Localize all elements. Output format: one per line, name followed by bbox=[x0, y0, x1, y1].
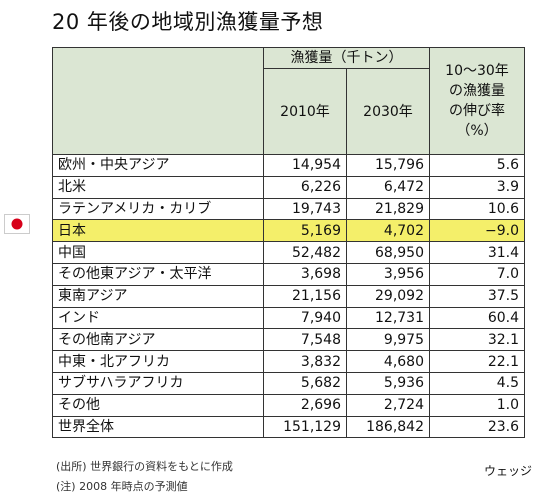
table-row: ラテンアメリカ・カリブ 19,743 21,829 10.6 bbox=[52, 197, 525, 221]
table-body: 欧州・中央アジア 14,954 15,796 5.6 北米 6,226 6,472 3.9 ラテ… bbox=[52, 154, 525, 439]
value-cell: 9,975 bbox=[346, 328, 430, 352]
value-cell: 4,680 bbox=[346, 350, 430, 373]
region-cell: サブサハラアフリカ bbox=[52, 371, 264, 395]
title: 20 年後の地域別漁獲量予想 bbox=[52, 10, 324, 34]
value-cell: 19,743 bbox=[263, 197, 347, 221]
table-row: 北米 6,226 6,472 3.9 bbox=[52, 175, 525, 199]
region-cell: 世界全体 bbox=[52, 415, 264, 439]
footnote: (注) 2008 年時点の予測値 bbox=[56, 480, 188, 493]
region-cell: 欧州・中央アジア bbox=[52, 154, 264, 177]
value-cell: 3.9 bbox=[429, 175, 525, 199]
year-header: 2030年 bbox=[346, 68, 430, 155]
value-cell: 6,472 bbox=[346, 175, 430, 199]
value-cell: 37.5 bbox=[429, 284, 525, 308]
growth-header-line: （%） bbox=[456, 123, 498, 139]
value-cell: 7.0 bbox=[429, 262, 525, 286]
value-cell: 5,682 bbox=[263, 371, 347, 395]
table-row: サブサハラアフリカ 5,682 5,936 4.5 bbox=[52, 371, 525, 395]
value-cell: 31.4 bbox=[429, 241, 525, 264]
value-cell: 3,698 bbox=[263, 262, 347, 286]
value-cell: 52,482 bbox=[263, 241, 347, 264]
value-cell: 5,936 bbox=[346, 371, 430, 395]
value-cell: 7,940 bbox=[263, 306, 347, 330]
value-cell: 32.1 bbox=[429, 328, 525, 352]
year-header: 2010年 bbox=[263, 68, 347, 155]
growth-header: 10～30年 の漁獲量の伸び率 （%） bbox=[429, 47, 525, 155]
value-cell: 6,226 bbox=[263, 175, 347, 199]
region-cell: その他東アジア・太平洋 bbox=[52, 262, 264, 286]
value-cell: 186,842 bbox=[346, 415, 430, 439]
growth-header-line: 10～30年 bbox=[445, 63, 509, 79]
value-cell: 10.6 bbox=[429, 197, 525, 221]
value-cell: 22.1 bbox=[429, 350, 525, 373]
region-cell: インド bbox=[52, 306, 264, 330]
value-cell: 2,724 bbox=[346, 393, 430, 417]
region-cell: ラテンアメリカ・カリブ bbox=[52, 197, 264, 221]
value-cell: 1.0 bbox=[429, 393, 525, 417]
region-cell: 中国 bbox=[52, 241, 264, 264]
region-cell: その他南アジア bbox=[52, 328, 264, 352]
table-header: 漁獲量（千トン） 10～30年 の漁獲量の伸び率 （%） 2010年 2030年 bbox=[52, 47, 525, 155]
value-cell: 12,731 bbox=[346, 306, 430, 330]
value-cell: −9.0 bbox=[429, 219, 525, 243]
table-row: 欧州・中央アジア 14,954 15,796 5.6 bbox=[52, 154, 525, 177]
value-cell: 15,796 bbox=[346, 154, 430, 177]
growth-header-line: の伸び率 bbox=[449, 103, 505, 119]
value-cell: 29,092 bbox=[346, 284, 430, 308]
value-cell: 7,548 bbox=[263, 328, 347, 352]
value-cell: 21,156 bbox=[263, 284, 347, 308]
region-cell: 東南アジア bbox=[52, 284, 264, 308]
value-cell: 3,832 bbox=[263, 350, 347, 373]
credit: ウェッジ bbox=[484, 464, 533, 478]
table-row: 中東・北アフリカ 3,832 4,680 22.1 bbox=[52, 350, 525, 373]
value-cell: 14,954 bbox=[263, 154, 347, 177]
table-row: 東南アジア 21,156 29,092 37.5 bbox=[52, 284, 525, 308]
table-row: 中国 52,482 68,950 31.4 bbox=[52, 241, 525, 264]
table-row: その他 2,696 2,724 1.0 bbox=[52, 393, 525, 417]
header-blank bbox=[52, 47, 264, 155]
table-row: その他南アジア 7,548 9,975 32.1 bbox=[52, 328, 525, 352]
table-row: 日本 5,169 4,702 −9.0 bbox=[52, 219, 525, 243]
value-cell: 151,129 bbox=[263, 415, 347, 439]
growth-header-line: の漁獲量 bbox=[449, 83, 505, 99]
region-cell: その他 bbox=[52, 393, 264, 417]
value-cell: 4,702 bbox=[346, 219, 430, 243]
source-note: (出所) 世界銀行の資料をもとに作成 bbox=[56, 460, 233, 473]
value-cell: 3,956 bbox=[346, 262, 430, 286]
value-cell: 4.5 bbox=[429, 371, 525, 395]
value-cell: 21,829 bbox=[346, 197, 430, 221]
table-row: 世界全体 151,129 186,842 23.6 bbox=[52, 415, 525, 439]
value-cell: 68,950 bbox=[346, 241, 430, 264]
value-cell: 5.6 bbox=[429, 154, 525, 177]
group-header: 漁獲量（千トン） bbox=[263, 47, 430, 69]
region-cell: 北米 bbox=[52, 175, 264, 199]
value-cell: 2,696 bbox=[263, 393, 347, 417]
table-row: インド 7,940 12,731 60.4 bbox=[52, 306, 525, 330]
catch-table: 漁獲量（千トン） 10～30年 の漁獲量の伸び率 （%） 2010年 2030年 欧… bbox=[52, 47, 525, 439]
japan-flag bbox=[4, 214, 30, 234]
value-cell: 23.6 bbox=[429, 415, 525, 439]
value-cell: 5,169 bbox=[263, 219, 347, 243]
region-cell: 中東・北アフリカ bbox=[52, 350, 264, 373]
region-cell: 日本 bbox=[52, 219, 264, 243]
table-row: その他東アジア・太平洋 3,698 3,956 7.0 bbox=[52, 262, 525, 286]
value-cell: 60.4 bbox=[429, 306, 525, 330]
